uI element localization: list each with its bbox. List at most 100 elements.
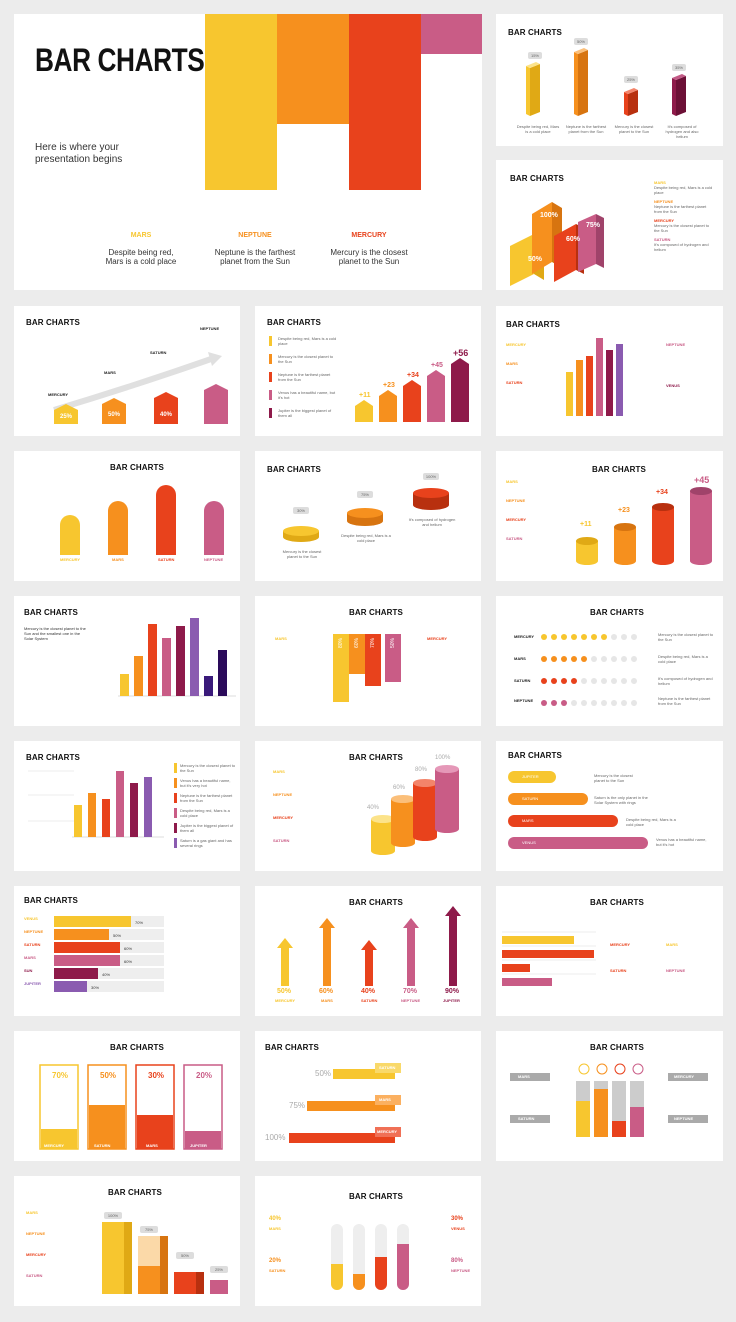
legend: MARS NEPTUNE MERCURY SATURN — [506, 479, 566, 541]
slide-title: BAR CHARTS — [267, 465, 321, 474]
value-label: 75% — [586, 222, 601, 229]
ribbon-name: SATURN — [379, 1065, 396, 1070]
side-value: 40% — [269, 1216, 282, 1222]
step-bar — [349, 634, 365, 674]
delta-label: +56 — [453, 348, 469, 358]
legend-name: SATURN — [610, 968, 627, 973]
rating-dot — [551, 656, 557, 662]
caption: It's composed of hydrogen and helium — [408, 517, 456, 527]
row-text: Neptune is the farthest planet from the … — [658, 696, 711, 706]
slide-20[interactable]: BAR CHARTS 50% 75% 100% SATURN MARS MERC… — [255, 1031, 481, 1161]
slide-17[interactable]: BAR CHARTS 50% 60% 40% 70% 90% MERCURY M… — [255, 886, 481, 1016]
slide-4[interactable]: BAR CHARTS MERCURY MARS SATURN NEPTUNE 2… — [14, 306, 240, 436]
legend-right: NEPTUNE VENUS — [666, 342, 714, 388]
rating-dot — [541, 656, 547, 662]
dot-rating-chart — [541, 634, 637, 706]
container-value: 30% — [148, 1071, 165, 1080]
hbar-value: 60% — [124, 959, 132, 964]
legend-name: NEPTUNE — [654, 199, 674, 204]
legend-name: NEPTUNE — [666, 968, 686, 973]
hbar — [54, 968, 98, 979]
row-name: MARS — [514, 656, 526, 661]
hbar-value: 30% — [91, 985, 99, 990]
slide-5[interactable]: BAR CHARTS Despite being red, Mars is a … — [255, 306, 481, 436]
cover-col-line1: Despite being red, — [108, 248, 174, 257]
slide-2[interactable]: BAR CHARTS 15% 50% 25% 35% Despite being… — [496, 14, 723, 146]
hbar — [54, 929, 109, 940]
legend-text: Neptune is the farthest planet from the … — [654, 204, 707, 214]
arrow-name: SATURN — [361, 998, 378, 1003]
container-value: 50% — [100, 1071, 117, 1080]
legend-item: Despite being red, Mars is a cold place — [174, 808, 236, 818]
stacked-3d-chart — [510, 1063, 708, 1137]
slide-9[interactable]: BAR CHARTS MARS NEPTUNE MERCURY SATURN +… — [496, 451, 723, 581]
value-label: 40% — [367, 805, 380, 811]
slide-22[interactable]: BAR CHARTS MARS NEPTUNE MERCURY SATURN 1… — [14, 1176, 240, 1306]
step-bar — [365, 634, 381, 686]
rating-dot — [571, 656, 577, 662]
arrow-value: 70% — [403, 988, 418, 995]
legend-item: Despite being red, Mars is a cold place — [269, 336, 339, 346]
bar-name: NEPTUNE — [200, 326, 220, 331]
cover-column-mercury: MERCURY Mercury is the closest planet to… — [310, 232, 428, 266]
rating-dot — [591, 656, 597, 662]
rating-dot — [561, 678, 567, 684]
slide-6[interactable]: BAR CHARTS MERCURY MARS SATURN NEPTUNE V… — [496, 306, 723, 436]
slide-title: BAR CHARTS — [590, 1043, 644, 1052]
cylinder-chart — [576, 487, 712, 565]
disc-chart — [283, 488, 449, 542]
hbar-grid-chart — [502, 931, 596, 986]
cover-col-line2: planet to the Sun — [338, 257, 400, 266]
rating-dot — [601, 700, 607, 706]
hbar-label: SATURN — [522, 796, 539, 801]
legend: MARS NEPTUNE MERCURY SATURN — [26, 1210, 86, 1278]
hbar-text: Venus has a beautiful name, but it's hot — [656, 837, 707, 847]
rating-dot — [591, 678, 597, 684]
slide-title: BAR CHARTS — [590, 898, 644, 907]
rating-dot — [561, 656, 567, 662]
slide-13[interactable]: BAR CHARTS Mercury is the closest planet… — [14, 741, 240, 871]
slide-7[interactable]: BAR CHARTS MERCURY MARS SATURN NEPTUNE — [14, 451, 240, 581]
rating-dot — [571, 678, 577, 684]
slide-8[interactable]: BAR CHARTS 30% 75% 100% Mercury is the c… — [255, 451, 481, 581]
legend-name: NEPTUNE — [506, 498, 526, 503]
bar-name: SATURN — [158, 557, 175, 562]
rating-dot — [621, 656, 627, 662]
bar-3d — [574, 48, 588, 116]
bar-3d — [672, 74, 686, 116]
slide-14[interactable]: BAR CHARTS MARS NEPTUNE MERCURY SATURN 4… — [255, 741, 481, 871]
slide-3[interactable]: BAR CHARTS 50% 100% 60% 75% MARS Despite… — [496, 160, 723, 290]
slide-23[interactable]: BAR CHARTS 40% MARS 20% SATURN 30% VENUS… — [255, 1176, 481, 1306]
value-pill: 25% — [210, 1266, 228, 1273]
hbar — [54, 916, 131, 927]
legend-name: MARS — [506, 479, 518, 484]
slide-cover[interactable]: BAR CHARTS Here is where your presentati… — [14, 14, 482, 290]
hbar-value: 40% — [102, 972, 110, 977]
row-name: MERCURY — [514, 634, 535, 639]
legend-name: MARS — [26, 1210, 38, 1215]
progress-col — [353, 1224, 365, 1290]
row-name: NEPTUNE — [24, 929, 44, 934]
cover-col-line1: Neptune is the farthest — [214, 248, 296, 257]
container-name: MERCURY — [44, 1143, 65, 1148]
arrow-value: 40% — [361, 988, 376, 995]
legend-name: MARS — [273, 769, 285, 774]
hbar: VENUS — [508, 837, 648, 849]
slide-10[interactable]: BAR CHARTS Mercury is the closest planet… — [14, 596, 240, 726]
slide-18[interactable]: BAR CHARTS MERCURY MARS SATURN NEPTUNE — [496, 886, 723, 1016]
slide-19[interactable]: BAR CHARTS 70% 50% 30% 20% MERCURY SATUR… — [14, 1031, 240, 1161]
delta-label: +45 — [431, 362, 443, 369]
rating-dot — [551, 678, 557, 684]
slide-21[interactable]: BAR CHARTS MARS SATURN MERCURY NEPTUNE — [496, 1031, 723, 1161]
row-name: NEPTUNE — [514, 698, 534, 703]
legend-name: VENUS — [666, 383, 680, 388]
slide-16[interactable]: BAR CHARTS 70% 50% 60% 60% 40% 30% VENUS NEPT… — [14, 886, 240, 1016]
slide-12[interactable]: BAR CHARTS MERCURY MARS SATURN NEPTUNE M… — [496, 596, 723, 726]
slide-15[interactable]: BAR CHARTS JUPITER SATURN MARS VENUS Mer… — [496, 741, 723, 871]
legend-name: SATURN — [273, 838, 290, 843]
slide-11[interactable]: BAR CHARTS 80% 60% 70% 50% MARS MERCURY — [255, 596, 481, 726]
side-tag: MERCURY — [674, 1074, 695, 1079]
rating-dot — [621, 700, 627, 706]
hbar-label: VENUS — [522, 840, 536, 845]
legend-item: Jupiter is the biggest planet of them al… — [269, 408, 339, 418]
